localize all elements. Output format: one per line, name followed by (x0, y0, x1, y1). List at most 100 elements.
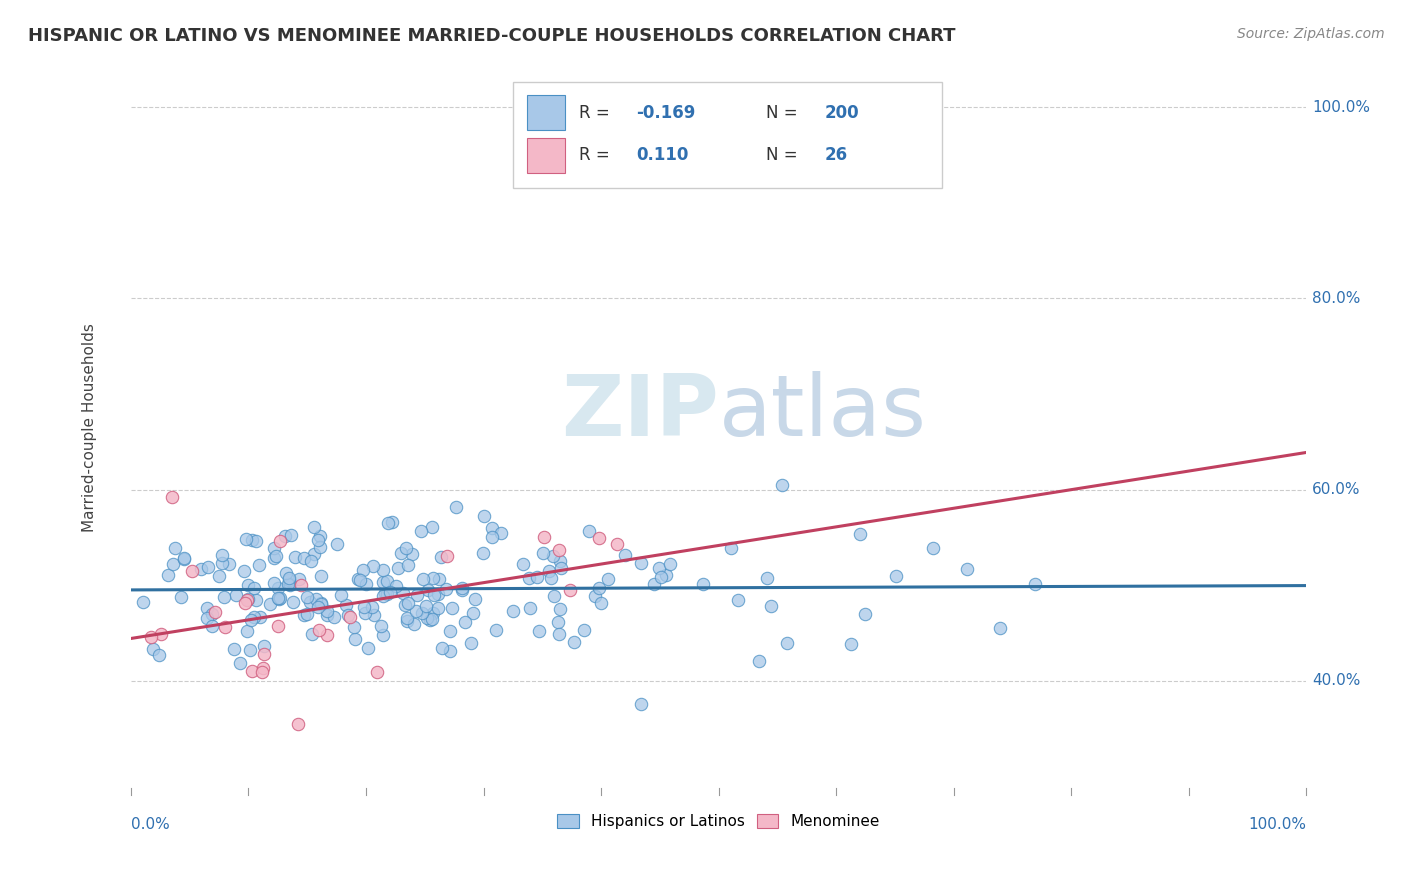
Point (759, 599, 782, 613)
Point (299, 554, 322, 568)
Point (363, 608, 385, 623)
Point (550, 561, 572, 575)
Point (519, 600, 541, 615)
Point (415, 599, 437, 614)
Point (243, 610, 266, 624)
Point (347, 572, 370, 586)
Point (349, 573, 371, 587)
Point (316, 604, 339, 618)
Point (396, 558, 419, 572)
Point (201, 607, 224, 622)
Point (471, 546, 494, 560)
Point (720, 541, 742, 555)
Point (614, 548, 637, 562)
Point (201, 619, 224, 633)
Point (247, 558, 270, 573)
Point (422, 606, 444, 620)
Point (287, 717, 309, 731)
Point (305, 591, 328, 606)
Point (214, 619, 236, 633)
Point (236, 591, 259, 606)
Point (301, 626, 323, 640)
Point (371, 575, 394, 590)
Point (583, 589, 606, 603)
Point (548, 554, 571, 568)
Point (650, 570, 672, 584)
Point (245, 593, 267, 607)
Point (263, 550, 285, 565)
Point (222, 641, 245, 656)
Point (405, 604, 427, 618)
Point (290, 578, 312, 592)
Point (512, 557, 534, 571)
Point (142, 641, 165, 656)
Point (630, 556, 652, 570)
Point (249, 610, 271, 624)
Point (416, 611, 439, 625)
Text: -0.169: -0.169 (637, 103, 696, 121)
Point (264, 549, 287, 563)
Point (132, 595, 155, 609)
Point (389, 546, 412, 560)
Point (547, 615, 569, 629)
Point (302, 520, 325, 534)
Point (156, 567, 179, 582)
Point (454, 615, 477, 630)
Point (339, 610, 361, 624)
Point (162, 491, 184, 505)
Point (485, 624, 508, 638)
Point (335, 598, 357, 612)
Point (440, 601, 463, 615)
Point (357, 640, 380, 655)
Point (395, 615, 418, 629)
Point (316, 608, 339, 623)
Text: N =: N = (766, 103, 803, 121)
Point (547, 543, 569, 558)
Point (381, 516, 404, 530)
Point (770, 478, 793, 492)
Point (426, 587, 449, 601)
Point (195, 611, 218, 625)
Text: 100.0%: 100.0% (1312, 100, 1371, 115)
Text: atlas: atlas (718, 371, 927, 454)
Point (211, 556, 233, 570)
Point (361, 600, 384, 615)
Point (540, 571, 562, 585)
Point (374, 585, 396, 599)
Point (304, 547, 326, 561)
Point (370, 619, 392, 633)
Point (204, 605, 226, 619)
Point (460, 636, 482, 650)
Point (630, 697, 652, 711)
Text: Source: ZipAtlas.com: Source: ZipAtlas.com (1237, 27, 1385, 41)
Point (426, 601, 449, 615)
Point (190, 561, 212, 575)
Point (392, 585, 415, 599)
Point (591, 597, 613, 611)
Point (208, 569, 231, 583)
Text: N =: N = (766, 146, 803, 164)
Point (354, 607, 377, 621)
Point (956, 562, 979, 576)
Point (266, 591, 288, 605)
Point (361, 559, 384, 574)
Point (606, 537, 628, 551)
Point (162, 557, 184, 571)
Text: Married-couple Households: Married-couple Households (83, 323, 97, 532)
Point (371, 589, 394, 603)
Point (366, 665, 388, 680)
Text: 0.110: 0.110 (637, 146, 689, 164)
Point (233, 596, 256, 610)
Point (281, 594, 304, 608)
Point (643, 576, 665, 591)
Point (387, 561, 409, 575)
Point (472, 508, 495, 523)
Point (263, 541, 285, 556)
Point (235, 533, 257, 547)
Bar (527, 95, 565, 130)
Point (884, 569, 907, 583)
Point (259, 597, 281, 611)
Text: R =: R = (579, 103, 614, 121)
Point (377, 587, 399, 601)
Point (373, 563, 395, 577)
